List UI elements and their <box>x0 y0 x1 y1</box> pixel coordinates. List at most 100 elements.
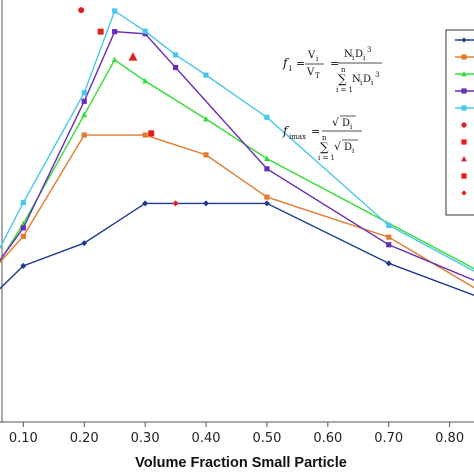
formula-sum2-top: n <box>322 134 327 142</box>
data-point <box>263 200 270 207</box>
legend <box>445 29 474 216</box>
x-axis-title: Volume Fraction Small Particle <box>135 455 347 471</box>
legend-item-5 <box>455 105 474 111</box>
data-point <box>142 77 148 84</box>
data-point <box>264 114 270 120</box>
isolated-points-layer <box>78 7 179 207</box>
x-ticks: 0.10 0.20 0.30 0.40 0.50 0.60 0.70 0.80 <box>9 422 464 446</box>
formula-den-n: N <box>352 74 361 85</box>
data-point <box>81 90 87 96</box>
data-point <box>172 52 179 58</box>
formula-den-d-sup: 3 <box>375 71 379 79</box>
data-point <box>203 115 209 122</box>
isolated-point <box>148 130 155 137</box>
series-layer <box>0 8 474 296</box>
legend-item-6 <box>461 122 467 128</box>
formula-vi-sub: i <box>316 55 319 63</box>
data-point <box>172 64 179 71</box>
data-point <box>264 166 270 172</box>
formula-fimax-sub: imax <box>289 133 306 141</box>
x-tick-label: 0.70 <box>374 431 403 446</box>
data-point <box>20 262 27 269</box>
legend-marker <box>461 139 467 145</box>
legend-marker <box>461 155 467 162</box>
formula-num-d-sub: i <box>363 54 366 62</box>
formula-den-d: D <box>363 74 371 85</box>
formula-den-n-sub: i <box>360 79 363 87</box>
data-point <box>142 200 149 207</box>
legend-marker <box>461 190 467 196</box>
formula-root-bot-d: D <box>344 142 352 153</box>
legend-item-4 <box>455 88 474 94</box>
x-tick-label: 0.10 <box>9 431 38 446</box>
data-point <box>20 225 26 231</box>
isolated-point <box>128 52 138 61</box>
x-tick-label: 0.30 <box>131 431 160 446</box>
legend-marker <box>461 105 467 111</box>
formula-den-d-sub: i <box>371 79 374 87</box>
data-point <box>386 242 392 248</box>
data-point <box>264 194 270 200</box>
formula-root-top: √ <box>332 116 340 129</box>
legend-marker <box>461 88 467 94</box>
data-point <box>386 234 392 240</box>
legend-box <box>445 29 474 216</box>
data-point <box>203 72 209 78</box>
isolated-point <box>172 200 179 207</box>
data-point <box>264 155 270 162</box>
series-5 <box>0 8 474 272</box>
formula-root-top-sub: i <box>350 123 353 131</box>
formula-sum-bottom: i = 1 <box>336 86 353 94</box>
legend-item-9 <box>461 173 467 179</box>
formula-eq-3: = <box>311 125 320 138</box>
data-point <box>386 222 392 228</box>
formula-fi: f i = V i V T = N i D i 3 n ∑ i = 1 N i … <box>282 46 382 94</box>
formula-root-bot-sub: i <box>352 147 355 155</box>
formula-vt: V <box>306 67 315 78</box>
series-line <box>0 9 474 272</box>
formula-vi: V <box>307 50 316 61</box>
legend-marker <box>461 122 467 128</box>
x-tick-label: 0.60 <box>313 431 342 446</box>
formula-fi-f: f <box>282 56 290 70</box>
data-point <box>111 56 118 63</box>
series-2 <box>0 132 474 289</box>
x-tick-label: 0.50 <box>252 431 281 446</box>
formula-root-top-d: D <box>342 118 350 129</box>
series-line <box>0 134 474 289</box>
formula-sum-top: n <box>341 66 346 74</box>
legend-items <box>455 37 474 196</box>
data-point <box>20 199 26 206</box>
x-tick-label: 0.20 <box>70 431 99 446</box>
formula-root-bot: √ <box>334 140 342 153</box>
formula-fimax: f imax = √ D i n ∑ i = 1 √ D i <box>282 115 362 162</box>
legend-marker <box>461 37 467 43</box>
data-point <box>81 132 87 138</box>
series-3 <box>0 56 474 270</box>
formula-num-d-sup: 3 <box>367 46 371 54</box>
formula-sum2-sym: ∑ <box>320 140 329 154</box>
legend-marker <box>461 70 467 77</box>
data-point <box>81 98 87 104</box>
plot-frame <box>0 0 474 423</box>
legend-item-7 <box>461 139 467 145</box>
legend-marker <box>461 54 467 60</box>
formula-vt-sub: T <box>315 72 320 80</box>
data-point <box>203 152 209 158</box>
data-point <box>142 28 148 34</box>
formula-num-n-sub: i <box>352 54 355 62</box>
data-point <box>203 200 210 207</box>
isolated-point <box>97 28 104 35</box>
legend-item-10 <box>461 190 467 196</box>
formula-sum2-bottom: i = 1 <box>318 154 335 162</box>
formula-num-n: N <box>344 49 353 60</box>
data-point <box>81 240 88 247</box>
data-point <box>142 132 148 138</box>
legend-item-1 <box>455 37 474 43</box>
formula-eq-2: = <box>330 57 339 70</box>
data-point <box>20 233 26 239</box>
data-point <box>112 29 118 35</box>
data-point <box>112 8 118 14</box>
legend-item-3 <box>455 70 474 77</box>
